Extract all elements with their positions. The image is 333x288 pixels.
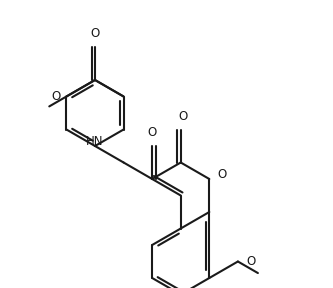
Text: O: O	[148, 126, 157, 139]
Text: O: O	[246, 255, 255, 268]
Text: O: O	[51, 90, 60, 103]
Text: O: O	[90, 27, 100, 40]
Text: HN: HN	[86, 135, 103, 148]
Text: O: O	[178, 109, 187, 122]
Text: O: O	[217, 168, 226, 181]
